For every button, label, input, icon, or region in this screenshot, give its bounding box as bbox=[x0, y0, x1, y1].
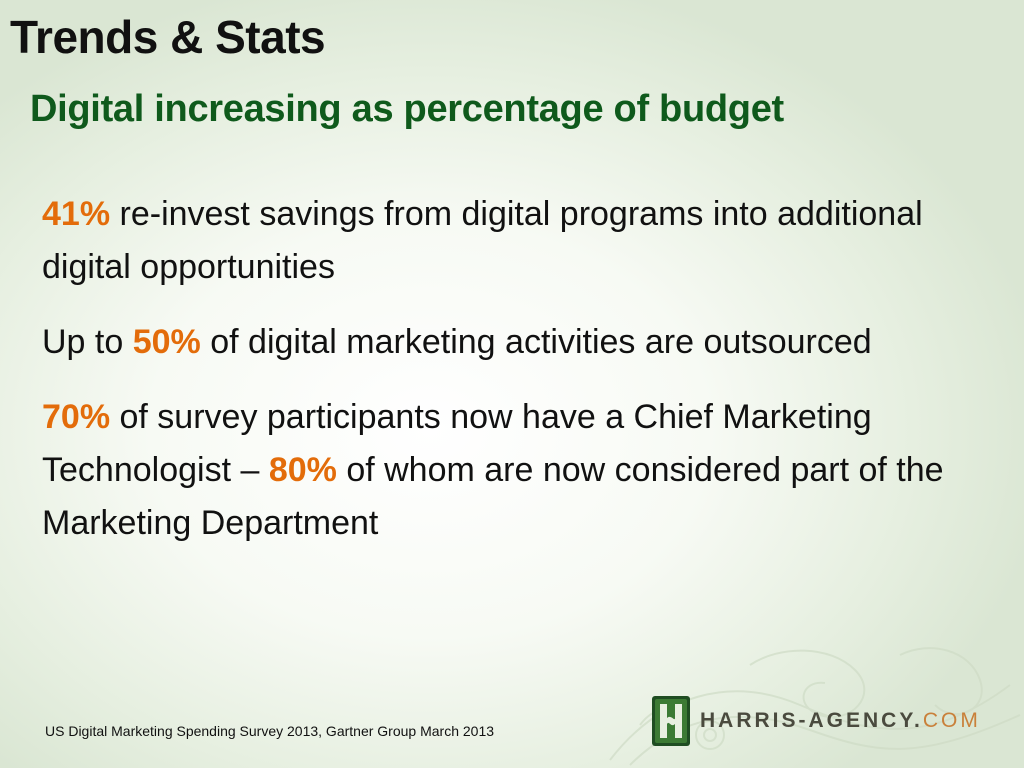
stat-highlight: 70% bbox=[42, 398, 111, 436]
stat-paragraph-2: Up to 50% of digital marketing activitie… bbox=[42, 316, 972, 369]
logo-wordmark: HARRIS-AGENCY.COM bbox=[700, 709, 981, 733]
slide-body: 41% re-invest savings from digital progr… bbox=[42, 188, 972, 572]
stat-text: of survey participants now have a Chief … bbox=[42, 398, 872, 489]
stat-prefix: Up to bbox=[42, 323, 133, 361]
stat-text: of digital marketing activities are outs… bbox=[200, 323, 872, 361]
stat-text: re-invest savings from digital programs … bbox=[42, 195, 923, 286]
stat-paragraph-1: 41% re-invest savings from digital progr… bbox=[42, 188, 972, 294]
logo-tld: COM bbox=[922, 709, 981, 732]
source-citation: US Digital Marketing Spending Survey 201… bbox=[45, 723, 495, 739]
stat-highlight-secondary: 80% bbox=[268, 451, 337, 489]
stat-paragraph-3: 70% of survey participants now have a Ch… bbox=[42, 391, 972, 550]
stat-highlight: 50% bbox=[132, 323, 201, 361]
logo-name: HARRIS-AGENCY bbox=[700, 709, 915, 732]
stat-highlight: 41% bbox=[42, 195, 111, 233]
harris-agency-logo: HARRIS-AGENCY.COM bbox=[652, 696, 981, 746]
harris-h-icon bbox=[652, 696, 690, 746]
logo-dot: . bbox=[914, 709, 923, 732]
slide-title: Trends & Stats bbox=[10, 11, 326, 63]
slide-subtitle: Digital increasing as percentage of budg… bbox=[30, 88, 784, 130]
stat-text-secondary: of whom are now considered part of the M… bbox=[42, 451, 944, 542]
